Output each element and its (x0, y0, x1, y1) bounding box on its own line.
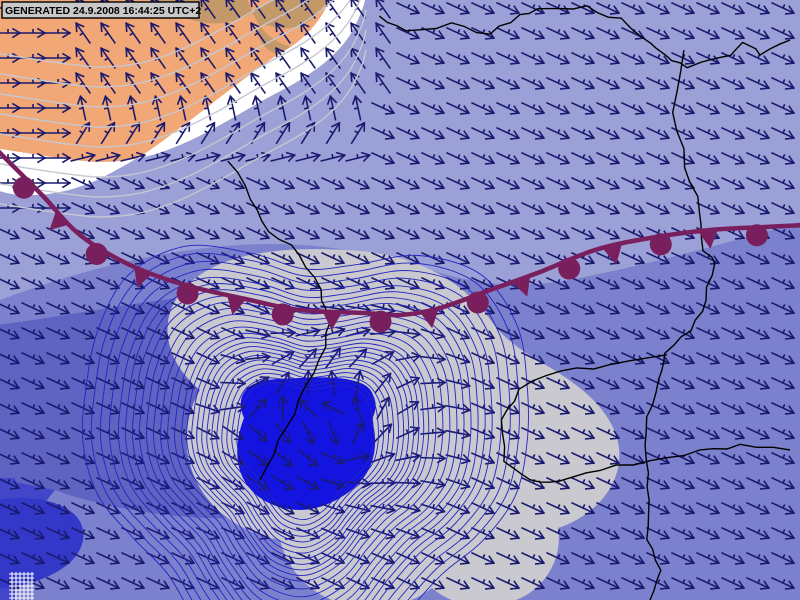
svg-text:GENERATED 24.9.2008 16:44:25 U: GENERATED 24.9.2008 16:44:25 UTC+2 (5, 5, 201, 17)
